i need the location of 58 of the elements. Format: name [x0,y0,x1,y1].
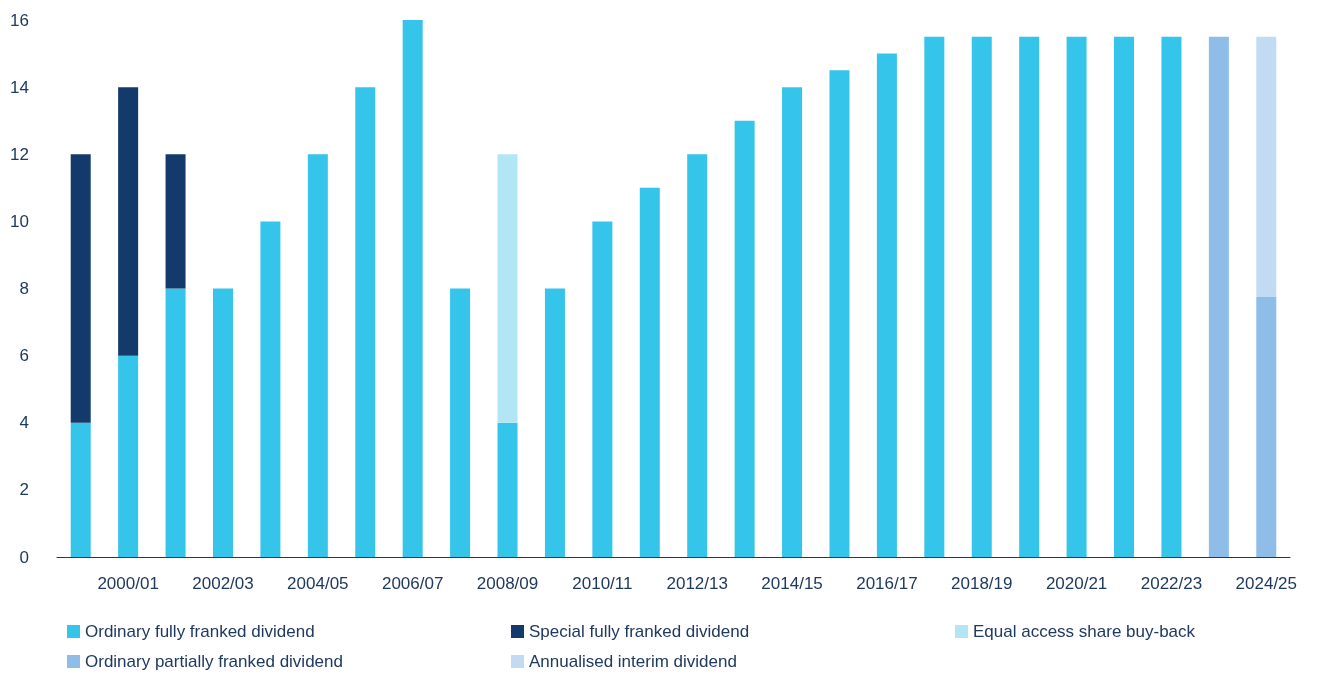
y-tick-label: 8 [19,279,29,298]
bar [70,422,91,557]
bar [355,87,376,557]
bar [212,288,233,557]
x-tick-label: 2024/25 [1235,574,1298,593]
bar [165,154,186,289]
bar [450,288,471,557]
bar [165,288,186,557]
bar [924,36,945,557]
y-tick-label: 16 [10,10,29,30]
bar [829,70,850,557]
bar [971,36,992,557]
legend-label: Equal access share buy-back [973,622,1196,641]
bar [1256,36,1277,297]
x-tick-label: 2022/23 [1140,574,1203,593]
x-tick-label: 2010/11 [572,574,633,593]
bar [70,154,91,423]
y-tick-label: 0 [19,547,29,567]
y-tick-label: 14 [10,77,29,97]
bar [118,87,139,356]
bar [1161,36,1182,557]
bar [1114,36,1135,557]
x-tick-label: 2004/05 [287,574,349,593]
bar [402,20,423,557]
x-tick-label: 2018/19 [951,574,1013,593]
y-tick-label: 6 [19,346,29,366]
bar [876,53,897,557]
legend-label: Annualised interim dividend [529,652,737,671]
bar [734,120,755,557]
bar [687,154,708,557]
legend-label: Ordinary partially franked dividend [85,652,343,671]
x-tick-label: 2006/07 [381,574,444,593]
bar [782,87,803,557]
legend-label: Ordinary fully franked dividend [85,622,315,641]
bar [544,288,565,557]
bar [307,154,328,557]
y-tick-label: 4 [19,413,29,433]
y-tick-label: 10 [10,211,29,231]
bar [1256,296,1277,557]
bar [118,355,139,557]
bar [1066,36,1087,557]
bar [497,154,518,423]
y-tick-label: 2 [19,480,29,500]
bar [1019,36,1040,557]
legend-label: Special fully franked dividend [529,622,750,641]
x-tick-label: 2012/13 [666,574,728,593]
x-tick-label: 2008/09 [476,574,539,593]
bar [497,422,518,557]
x-tick-label: 2014/15 [761,574,823,593]
bar [1208,36,1229,557]
x-tick-label: 2000/01 [97,574,159,593]
x-tick-label: 2016/17 [856,574,918,593]
x-tick-label: 2002/03 [192,574,254,593]
x-tick-label: 2020/21 [1045,574,1108,593]
bar [639,187,660,557]
y-tick-label: 12 [10,144,29,164]
bar [260,221,281,557]
bar [592,221,613,557]
